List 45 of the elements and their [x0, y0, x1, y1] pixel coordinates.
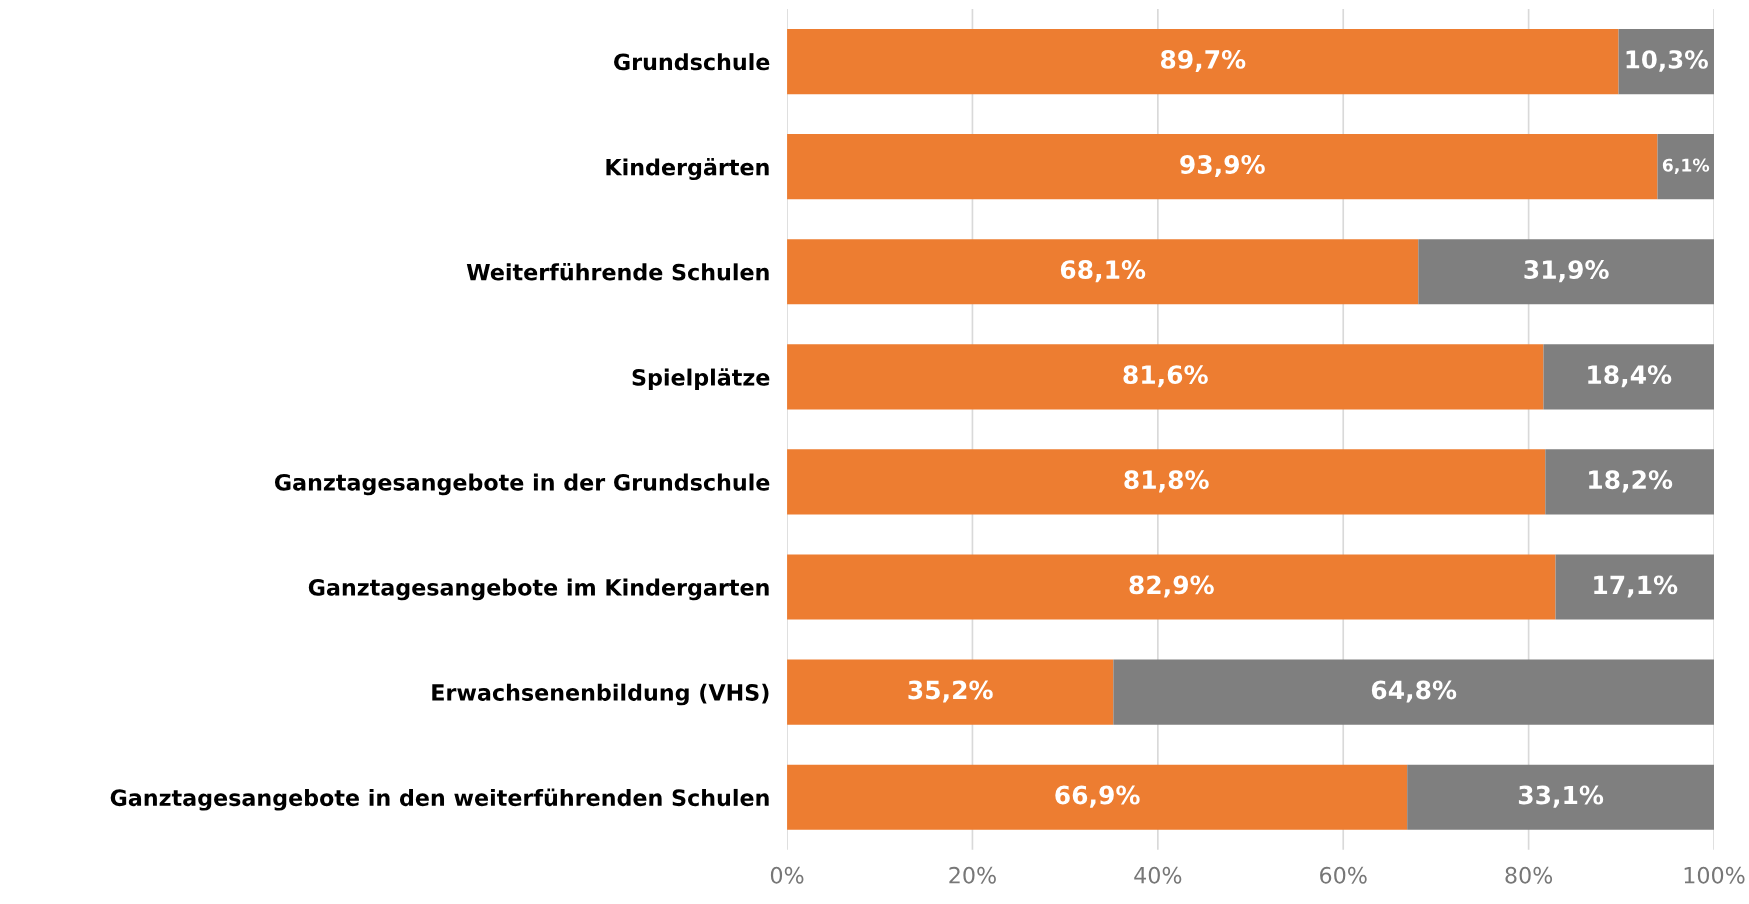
bar — [1543, 344, 1715, 410]
data-label: 81,6% — [1123, 365, 1208, 388]
data-label: 66,9% — [1055, 785, 1140, 808]
data-label: 82,9% — [1129, 575, 1214, 598]
data-label: 31,9% — [1524, 260, 1609, 283]
bar — [1555, 554, 1715, 620]
x-tick-label: 20% — [949, 866, 996, 884]
y-tick-label: Spielplätze — [632, 368, 770, 391]
data-label: 68,1% — [1060, 260, 1146, 283]
y-tick-label: Erwachsenenbildung (VHS) — [432, 683, 769, 706]
bar — [787, 449, 1546, 515]
bar — [787, 239, 1419, 305]
x-tick-label: 0% — [770, 866, 804, 884]
data-label: 35,2% — [908, 680, 993, 703]
data-label: 17,1% — [1594, 575, 1678, 598]
data-label: 64,8% — [1371, 680, 1457, 703]
bar — [787, 29, 1619, 95]
bar — [1545, 449, 1715, 515]
bar — [1657, 134, 1715, 200]
bar — [787, 659, 1114, 725]
bar — [787, 554, 1556, 620]
y-tick-label: Kindergärten — [606, 158, 769, 181]
bar — [1113, 659, 1715, 725]
x-tick-label: 40% — [1134, 866, 1182, 884]
bar — [1418, 239, 1715, 305]
data-label: 33,1% — [1518, 785, 1604, 808]
data-label: 6,1% — [1662, 158, 1710, 174]
y-tick-label: Weiterführende Schulen — [466, 263, 769, 281]
x-tick-label: 80% — [1505, 866, 1553, 884]
x-tick-label: 100% — [1684, 866, 1745, 884]
x-tick-label: 60% — [1320, 866, 1367, 884]
data-label: 89,7% — [1160, 49, 1246, 73]
data-label: 81,8% — [1124, 470, 1209, 493]
data-label: 18,4% — [1588, 365, 1672, 388]
y-tick-label: Ganztagesangebote im Kindergarten — [308, 578, 769, 601]
y-tick-label: Ganztagesangebote in den weiterführenden Schulen — [110, 788, 769, 811]
bar — [787, 134, 1658, 200]
data-label: 93,9% — [1180, 155, 1265, 178]
data-label: 10,3% — [1626, 50, 1708, 72]
bar — [787, 344, 1544, 410]
y-tick-label: Ganztagesangebote in der Grundschule — [274, 473, 770, 496]
y-tick-label: Grundschule — [614, 53, 770, 71]
bar — [787, 764, 1408, 830]
bar — [1407, 764, 1715, 830]
data-label: 18,2% — [1589, 470, 1673, 493]
